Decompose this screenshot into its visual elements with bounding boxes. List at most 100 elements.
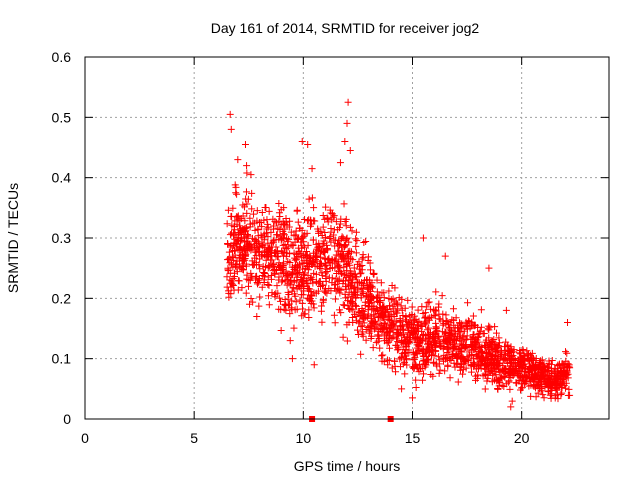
axes: 0 0.1 0.2 0.3 0.4 0.5 0.6 0 5 10 15 20 bbox=[52, 49, 609, 446]
data-point bbox=[483, 342, 491, 350]
data-point bbox=[388, 321, 396, 329]
data-point bbox=[358, 305, 366, 313]
data-point bbox=[473, 355, 481, 363]
data-point bbox=[243, 169, 251, 177]
data-point bbox=[373, 294, 381, 302]
data-point bbox=[494, 377, 502, 385]
data-point bbox=[316, 259, 324, 267]
data-point bbox=[431, 312, 439, 320]
data-point bbox=[350, 264, 358, 272]
data-point bbox=[432, 347, 440, 355]
data-point bbox=[232, 189, 240, 197]
data-point bbox=[322, 275, 330, 283]
data-point bbox=[538, 356, 546, 364]
data-point bbox=[407, 320, 415, 328]
data-point bbox=[410, 364, 418, 372]
data-point bbox=[429, 331, 437, 339]
data-point bbox=[309, 236, 317, 244]
data-point bbox=[496, 339, 504, 347]
data-point bbox=[301, 251, 309, 259]
data-point bbox=[357, 269, 365, 277]
data-point bbox=[321, 262, 329, 270]
data-point bbox=[247, 273, 255, 281]
data-point bbox=[488, 378, 496, 386]
data-point bbox=[233, 220, 241, 228]
data-point bbox=[491, 341, 499, 349]
data-point bbox=[379, 303, 387, 311]
data-point bbox=[352, 249, 360, 257]
data-point bbox=[477, 364, 485, 372]
data-point bbox=[336, 159, 344, 167]
data-point bbox=[226, 259, 234, 267]
data-point bbox=[346, 305, 354, 313]
data-point bbox=[273, 231, 281, 239]
data-point bbox=[250, 210, 258, 218]
data-point bbox=[321, 254, 329, 262]
data-point bbox=[290, 249, 298, 257]
data-point bbox=[348, 279, 356, 287]
data-point bbox=[375, 313, 383, 321]
data-point bbox=[445, 337, 453, 345]
data-point bbox=[343, 119, 351, 127]
data-point bbox=[378, 289, 386, 297]
data-point bbox=[419, 376, 427, 384]
data-point bbox=[304, 241, 312, 249]
data-point bbox=[364, 257, 372, 265]
data-point bbox=[432, 323, 440, 331]
data-point bbox=[423, 326, 431, 334]
data-point bbox=[318, 281, 326, 289]
data-point bbox=[351, 270, 359, 278]
data-point bbox=[357, 350, 365, 358]
data-point bbox=[373, 288, 381, 296]
data-point bbox=[376, 344, 384, 352]
data-point bbox=[318, 318, 326, 326]
data-point bbox=[491, 356, 499, 364]
data-point bbox=[228, 260, 236, 268]
data-point bbox=[248, 205, 256, 213]
data-point bbox=[561, 384, 569, 392]
data-point bbox=[282, 306, 290, 314]
data-point bbox=[392, 368, 400, 376]
data-point bbox=[228, 221, 236, 229]
data-point bbox=[427, 305, 435, 313]
data-point bbox=[334, 226, 342, 234]
data-point bbox=[505, 369, 513, 377]
data-point bbox=[273, 266, 281, 274]
data-point bbox=[547, 380, 555, 388]
data-point bbox=[258, 241, 266, 249]
data-point bbox=[533, 382, 541, 390]
data-point bbox=[420, 319, 428, 327]
data-point bbox=[539, 391, 547, 399]
data-point bbox=[507, 366, 515, 374]
y-tick-label: 0.3 bbox=[52, 230, 72, 246]
data-point bbox=[314, 287, 322, 295]
data-point bbox=[256, 265, 264, 273]
data-point bbox=[286, 259, 294, 267]
data-point bbox=[454, 378, 462, 386]
data-point bbox=[494, 365, 502, 373]
data-point bbox=[386, 334, 394, 342]
data-point bbox=[286, 250, 294, 258]
data-point bbox=[307, 274, 315, 282]
data-point bbox=[241, 140, 249, 148]
data-point bbox=[394, 343, 402, 351]
data-point bbox=[345, 304, 353, 312]
data-point bbox=[281, 296, 289, 304]
data-point bbox=[331, 284, 339, 292]
data-point bbox=[233, 190, 241, 198]
data-point bbox=[243, 200, 251, 208]
data-point bbox=[299, 283, 307, 291]
data-point bbox=[339, 333, 347, 341]
data-point bbox=[223, 273, 231, 281]
data-point bbox=[403, 333, 411, 341]
data-point bbox=[418, 303, 426, 311]
data-point bbox=[367, 295, 375, 303]
data-point bbox=[262, 256, 270, 264]
data-point bbox=[445, 350, 453, 358]
data-point bbox=[432, 288, 440, 296]
data-point bbox=[308, 194, 316, 202]
data-point bbox=[258, 209, 266, 217]
data-point bbox=[457, 337, 465, 345]
x-tick-label: 10 bbox=[296, 430, 312, 446]
